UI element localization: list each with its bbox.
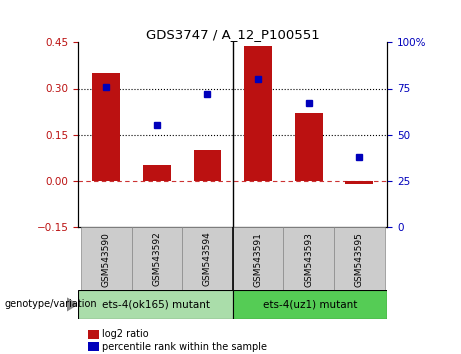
Bar bbox=[143, 165, 171, 181]
Text: GSM543594: GSM543594 bbox=[203, 232, 212, 286]
Bar bbox=[233, 290, 387, 319]
Bar bbox=[194, 150, 221, 181]
Text: percentile rank within the sample: percentile rank within the sample bbox=[102, 342, 267, 352]
Text: log2 ratio: log2 ratio bbox=[102, 329, 149, 339]
Text: GSM543593: GSM543593 bbox=[304, 232, 313, 286]
Text: ets-4(ok165) mutant: ets-4(ok165) mutant bbox=[101, 299, 210, 309]
Bar bbox=[182, 227, 233, 290]
Text: GSM543590: GSM543590 bbox=[102, 232, 111, 286]
Text: genotype/variation: genotype/variation bbox=[5, 299, 97, 309]
Bar bbox=[345, 181, 373, 184]
Bar bbox=[233, 227, 284, 290]
Bar bbox=[78, 290, 233, 319]
Bar bbox=[284, 227, 334, 290]
Text: ets-4(uz1) mutant: ets-4(uz1) mutant bbox=[263, 299, 357, 309]
Text: GSM543592: GSM543592 bbox=[152, 232, 161, 286]
Text: GSM543591: GSM543591 bbox=[254, 232, 263, 286]
Bar bbox=[131, 227, 182, 290]
Bar bbox=[81, 227, 131, 290]
Title: GDS3747 / A_12_P100551: GDS3747 / A_12_P100551 bbox=[146, 28, 319, 41]
Bar bbox=[334, 227, 385, 290]
Bar bbox=[295, 113, 323, 181]
Polygon shape bbox=[67, 298, 77, 311]
Text: GSM543595: GSM543595 bbox=[355, 232, 364, 286]
Bar bbox=[92, 73, 120, 181]
Bar bbox=[244, 46, 272, 181]
